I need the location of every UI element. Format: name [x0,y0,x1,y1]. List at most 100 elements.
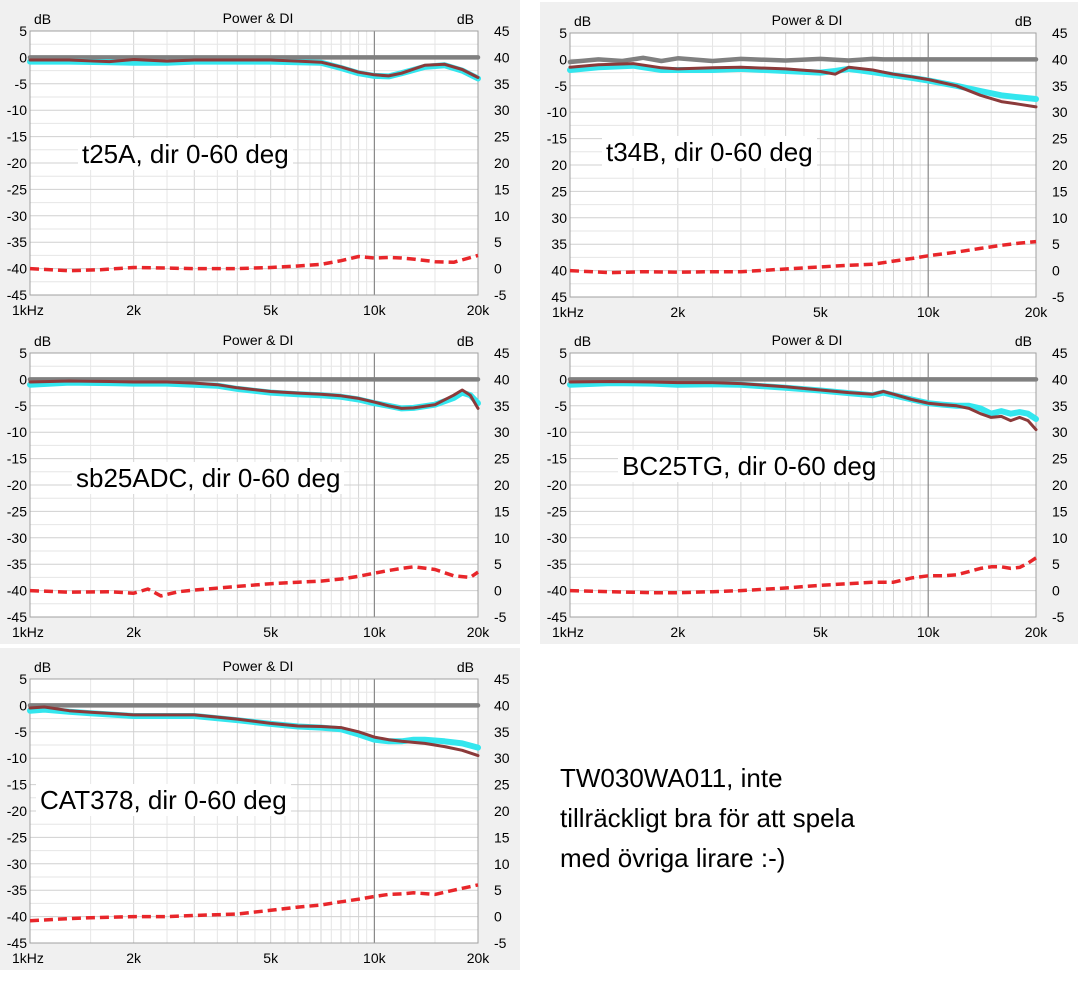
chart-title: Power & DI [223,10,294,26]
left-tick-label: -45 [7,935,27,951]
series-line-3 [569,556,1037,595]
right-tick-label: 45 [1052,25,1068,41]
left-tick-label: -25 [7,829,27,845]
left-tick-label: -20 [547,477,567,493]
series-line-2 [28,58,480,79]
chart-title: Power & DI [772,332,843,348]
left-tick-label: -5 [15,398,28,414]
x-tick-label: 2k [126,624,142,640]
right-tick-label: 0 [494,261,502,277]
left-tick-label: -20 [7,155,27,171]
left-tick-label: 5 [559,345,567,361]
left-tick-label: -20 [7,477,27,493]
chart-panel-cat378: Power & DI dB dB 5 0 -5 -10 -15 -20 -25 -30 -35 -40 -… [0,648,520,970]
left-tick-label: -40 [7,909,27,925]
left-tick-label: -45 [547,609,567,625]
right-tick-label: 5 [1052,556,1060,572]
left-tick-label: -35 [7,556,27,572]
left-tick-label: 0 [19,371,27,387]
right-tick-label: 15 [494,181,510,197]
right-tick-label: 0 [494,909,502,925]
plot-border [29,352,479,618]
chart-annotation-sb25adc: sb25ADC, dir 0-60 deg [72,462,345,494]
left-tick-label: -30 [7,530,27,546]
right-tick-label: 35 [494,398,510,414]
left-tick-label: 35 [551,236,567,252]
right-tick-label: -5 [1052,609,1065,625]
right-tick-label: 30 [494,102,510,118]
left-tick-label: -5 [555,398,568,414]
left-axis-unit: dB [34,11,51,27]
x-tick-label: 10k [917,304,941,320]
right-tick-label: 10 [1052,530,1068,546]
chart-panel-bc25tg: Power & DI dB dB 5 0 -5 -10 -15 -20 -25 -30 -35 -40 -… [540,322,1078,644]
x-tick-label: 20k [467,302,491,318]
x-tick-label: 2k [126,950,142,966]
right-tick-label: 30 [1052,424,1068,440]
chart-panel-t34b: Power & DI dB dB 5 0 -5 -10 -15 20 25 30 35 40 45 45 40… [540,2,1078,324]
left-axis-unit: dB [34,659,51,675]
right-tick-label: 5 [494,882,502,898]
right-tick-label: 15 [1052,183,1068,199]
right-tick-label: 20 [494,803,510,819]
right-tick-label: 35 [1052,398,1068,414]
left-tick-label: -45 [7,609,27,625]
right-tick-label: 40 [1052,51,1068,67]
right-tick-label: 20 [494,477,510,493]
x-tick-label: 5k [263,302,279,318]
right-tick-label: 20 [1052,477,1068,493]
right-tick-label: -5 [1052,289,1065,305]
right-axis-unit: dB [1015,333,1032,349]
left-tick-label: -15 [547,451,567,467]
right-axis-unit: dB [457,333,474,349]
x-tick-label: 2k [126,302,142,318]
right-tick-label: 25 [494,777,510,793]
chart-annotation-bc25tg: BC25TG, dir 0-60 deg [618,450,881,482]
right-tick-label: 25 [1052,451,1068,467]
left-tick-label: 5 [19,345,27,361]
left-tick-label: 45 [551,289,567,305]
right-tick-label: 40 [494,697,510,713]
x-tick-label: 20k [1025,624,1049,640]
x-tick-label: 10k [363,950,387,966]
comment-text: TW030WA011, inte tillräckligt bra för at… [560,763,855,873]
right-tick-label: 15 [494,503,510,519]
series-line-3 [29,253,479,273]
series-line-3 [29,565,479,598]
left-tick-label: -10 [7,750,27,766]
x-tick-label: 10k [363,624,387,640]
right-axis-unit: dB [1015,13,1032,29]
x-tick-label: 5k [813,304,829,320]
left-tick-label: -15 [547,131,567,147]
left-tick-label: -45 [7,287,27,303]
right-tick-label: -5 [494,287,507,303]
right-tick-label: 15 [1052,503,1068,519]
x-tick-label: 10k [363,302,387,318]
chart-title: Power & DI [223,332,294,348]
left-tick-label: -20 [7,803,27,819]
x-tick-label: 20k [1025,304,1049,320]
right-tick-label: 30 [1052,104,1068,120]
right-tick-label: 25 [494,129,510,145]
right-tick-label: 10 [494,856,510,872]
left-tick-label: -10 [7,102,27,118]
left-tick-label: -35 [7,882,27,898]
left-tick-label: -5 [15,76,28,92]
left-tick-label: 40 [551,263,567,279]
right-tick-label: 25 [494,451,510,467]
right-tick-label: 45 [1052,345,1068,361]
left-tick-label: -40 [547,583,567,599]
chart-panel-sb25adc: Power & DI dB dB 5 0 -5 -10 -15 -20 -25 -30 -35 -40 -… [0,322,520,644]
chart-title: Power & DI [223,658,294,674]
series-line-2 [28,379,480,410]
x-tick-label: 2k [670,304,686,320]
left-tick-label: -25 [547,503,567,519]
left-tick-label: 5 [19,671,27,687]
series-line-3 [569,239,1037,275]
left-tick-label: -35 [547,556,567,572]
chart-title: Power & DI [772,12,843,28]
x-tick-label: 2k [670,624,686,640]
right-tick-label: 20 [1052,157,1068,173]
left-tick-label: 25 [551,183,567,199]
right-tick-label: 5 [494,234,502,250]
